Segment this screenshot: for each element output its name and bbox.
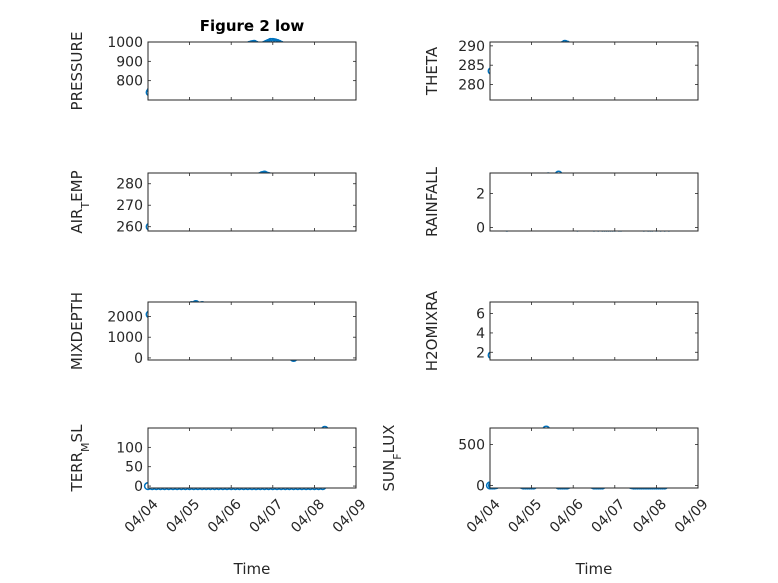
y-tick-label: 500: [458, 437, 485, 453]
axes-frame: [147, 41, 357, 101]
y-tick-label: 270: [116, 198, 143, 214]
axes-frame: [147, 301, 357, 361]
y-tick-label: 0: [476, 221, 485, 237]
y-tick-label: 900: [116, 54, 143, 70]
axes-frame: [489, 301, 699, 361]
y-tick-label: 0: [134, 479, 143, 495]
axes-frame: [147, 172, 357, 232]
y-axis-label: PRESSURE: [68, 32, 86, 111]
y-tick-label: 1000: [107, 35, 143, 51]
axes-frame: [147, 427, 357, 489]
subplot-rainfall: 0 2 RAINFALL: [423, 166, 699, 237]
y-tick-label: 2000: [107, 310, 143, 326]
y-tick-label: 100: [116, 440, 143, 456]
y-axis-label: MIXDEPTH: [68, 292, 86, 370]
y-axis-label: THETA: [423, 46, 441, 96]
x-axis-label-left: Time: [233, 560, 271, 578]
axes-frame: [489, 41, 699, 101]
y-axis-label: SUNFLUX: [380, 425, 404, 492]
y-tick-label: 1000: [107, 330, 143, 346]
y-tick-label: 50: [125, 460, 143, 476]
x-axis-label-right: Time: [575, 560, 613, 578]
axes-frame: [489, 427, 699, 489]
y-tick-label: 290: [458, 39, 485, 55]
subplot-air-temp: 260 270 280 AIRTEMP: [68, 170, 357, 236]
y-tick-label: 260: [116, 220, 143, 236]
y-tick-label: 280: [116, 177, 143, 193]
subplot-pressure: 800 900 1000 PRESSURE: [68, 32, 357, 111]
y-axis-label: H2OMIXRA: [423, 290, 441, 371]
y-tick-label: 800: [116, 74, 143, 90]
y-tick-label: 280: [458, 78, 485, 94]
figure-title: Figure 2 low: [200, 17, 305, 35]
y-tick-label: 2: [476, 186, 485, 202]
y-tick-label: 6: [476, 307, 485, 323]
subplot-mixdepth: 0 1000 2000 MIXDEPTH: [68, 292, 357, 370]
y-tick-label: 0: [476, 479, 485, 495]
y-tick-label: 4: [476, 326, 485, 342]
y-axis-label: RAINFALL: [423, 166, 441, 237]
y-axis-label: TERRMSL: [68, 424, 92, 493]
y-axis-label: AIRTEMP: [68, 170, 92, 233]
subplot-h2omixra: 2 4 6 H2OMIXRA: [423, 290, 699, 371]
y-tick-label: 285: [458, 58, 485, 74]
subplot-theta: 280 285 290 THETA: [423, 39, 699, 101]
y-tick-label: 0: [134, 351, 143, 367]
y-tick-label: 2: [476, 345, 485, 361]
axes-frame: [489, 172, 699, 232]
